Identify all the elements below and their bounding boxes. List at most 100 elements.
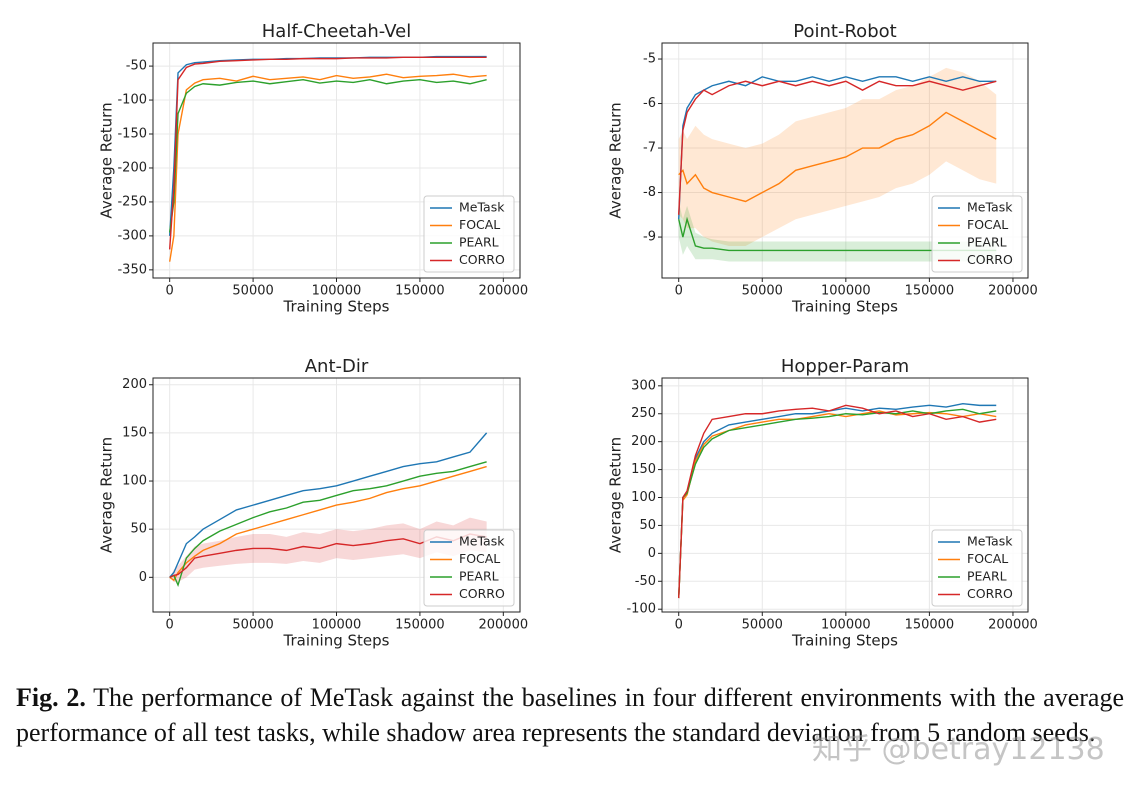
y-axis-label: Average Return	[98, 437, 116, 553]
legend-label: CORRO	[967, 586, 1013, 601]
chart-title: Point-Robot	[793, 21, 896, 42]
series-line	[169, 461, 487, 588]
figure: -350-300-250-200-150-100-500 50000 100000 1…	[98, 21, 1038, 650]
y-tick-label: -50	[635, 574, 656, 589]
caption: Fig. 2. The performance of MeTask agains…	[16, 680, 1124, 750]
series-line	[168, 56, 487, 250]
legend-label: FOCAL	[459, 217, 500, 232]
series-line	[168, 78, 487, 233]
y-tick-label: 0	[139, 570, 147, 585]
y-tick-label: 200	[122, 377, 147, 392]
x-axis-label: Training Steps	[283, 632, 390, 650]
y-tick-label: 100	[122, 474, 147, 489]
y-tick-label: -9	[643, 230, 656, 245]
plot-frame	[661, 377, 1029, 613]
plot-frame	[152, 377, 521, 613]
std-band	[678, 67, 997, 246]
series-line	[678, 76, 997, 220]
legend-label: MeTask	[967, 534, 1013, 549]
legend-box	[423, 195, 515, 273]
y-tick-label: -350	[117, 262, 147, 277]
x-tick-label: 50000	[742, 618, 783, 633]
x-tick-label: 200000	[478, 284, 528, 299]
x-tick-label: 50000	[742, 284, 783, 299]
x-tick-label: 150000	[905, 284, 955, 299]
y-axis-label: Average Return	[607, 437, 625, 553]
y-axis-label: Average Return	[607, 102, 625, 218]
y-tick-label: -200	[117, 160, 147, 175]
chart-title: Half-Cheetah-Vel	[262, 21, 411, 42]
legend-label: MeTask	[459, 200, 505, 215]
series-line	[678, 408, 997, 599]
y-tick-label: 150	[631, 462, 656, 477]
legend-label: PEARL	[459, 235, 499, 250]
std-band	[678, 201, 997, 262]
chart-title: Ant-Dir	[305, 356, 369, 377]
legend-label: FOCAL	[459, 551, 500, 566]
legend-label: CORRO	[967, 252, 1013, 267]
y-tick-label: -7	[643, 141, 656, 156]
watermark: 知乎 @betray12138	[812, 732, 1105, 767]
series-line	[169, 465, 487, 582]
series-line	[678, 402, 997, 599]
caption-label: Fig. 2.	[16, 683, 86, 712]
series-line	[168, 73, 487, 262]
legend-label: MeTask	[967, 200, 1013, 215]
y-tick-label: -100	[117, 93, 147, 108]
x-tick-label: 0	[675, 284, 683, 299]
y-tick-label: 50	[130, 522, 147, 537]
y-axis-label: Average Return	[98, 102, 116, 218]
legend-label: CORRO	[459, 586, 505, 601]
x-tick-label: 50000	[232, 284, 273, 299]
y-tick-label: -6	[643, 96, 656, 111]
legend-label: PEARL	[967, 569, 1007, 584]
y-tick-label: -250	[117, 194, 147, 209]
x-tick-label: 150000	[905, 618, 955, 633]
x-tick-label: 0	[166, 284, 174, 299]
caption-text: The performance of MeTask against the ba…	[16, 683, 1125, 747]
legend-label: FOCAL	[967, 217, 1008, 232]
y-tick-label: 300	[631, 378, 656, 393]
x-tick-label: 150000	[395, 618, 445, 633]
legend-label: CORRO	[459, 252, 505, 267]
series-line	[678, 80, 997, 215]
x-tick-label: 0	[675, 618, 683, 633]
y-tick-label: -5	[643, 52, 656, 67]
y-tick-label: -300	[117, 228, 147, 243]
y-tick-label: 150	[122, 425, 147, 440]
std-band	[169, 517, 487, 583]
x-axis-label: Training Steps	[283, 298, 390, 316]
y-tick-label: 50	[639, 518, 656, 533]
legend-box	[931, 529, 1023, 607]
series-line	[678, 111, 997, 203]
x-tick-label: 100000	[821, 284, 871, 299]
y-tick-label: -50	[126, 59, 147, 74]
y-tick-label: 0	[648, 546, 656, 561]
x-tick-label: 50000	[232, 618, 273, 633]
legend-box	[423, 529, 515, 607]
plot-frame	[661, 42, 1029, 279]
x-tick-label: 100000	[312, 618, 362, 633]
chart-title: Hopper-Param	[781, 356, 909, 377]
y-tick-label: -150	[117, 127, 147, 142]
legend-label: PEARL	[967, 235, 1007, 250]
legend-label: PEARL	[459, 569, 499, 584]
legend-label: MeTask	[459, 534, 505, 549]
x-tick-label: 200000	[988, 284, 1038, 299]
x-tick-label: 0	[166, 618, 174, 633]
x-axis-label: Training Steps	[791, 632, 898, 650]
x-tick-label: 150000	[395, 284, 445, 299]
y-tick-label: -100	[626, 602, 656, 617]
legend-box	[931, 195, 1023, 273]
x-tick-label: 200000	[478, 618, 528, 633]
y-tick-label: 250	[631, 406, 656, 421]
x-axis-label: Training Steps	[791, 298, 898, 316]
series-line	[678, 404, 997, 599]
y-tick-label: -8	[643, 185, 656, 200]
y-tick-label: 100	[631, 490, 656, 505]
x-tick-label: 100000	[821, 618, 871, 633]
legend-label: FOCAL	[967, 551, 1008, 566]
plot-frame	[152, 42, 521, 279]
y-tick-label: 200	[631, 434, 656, 449]
